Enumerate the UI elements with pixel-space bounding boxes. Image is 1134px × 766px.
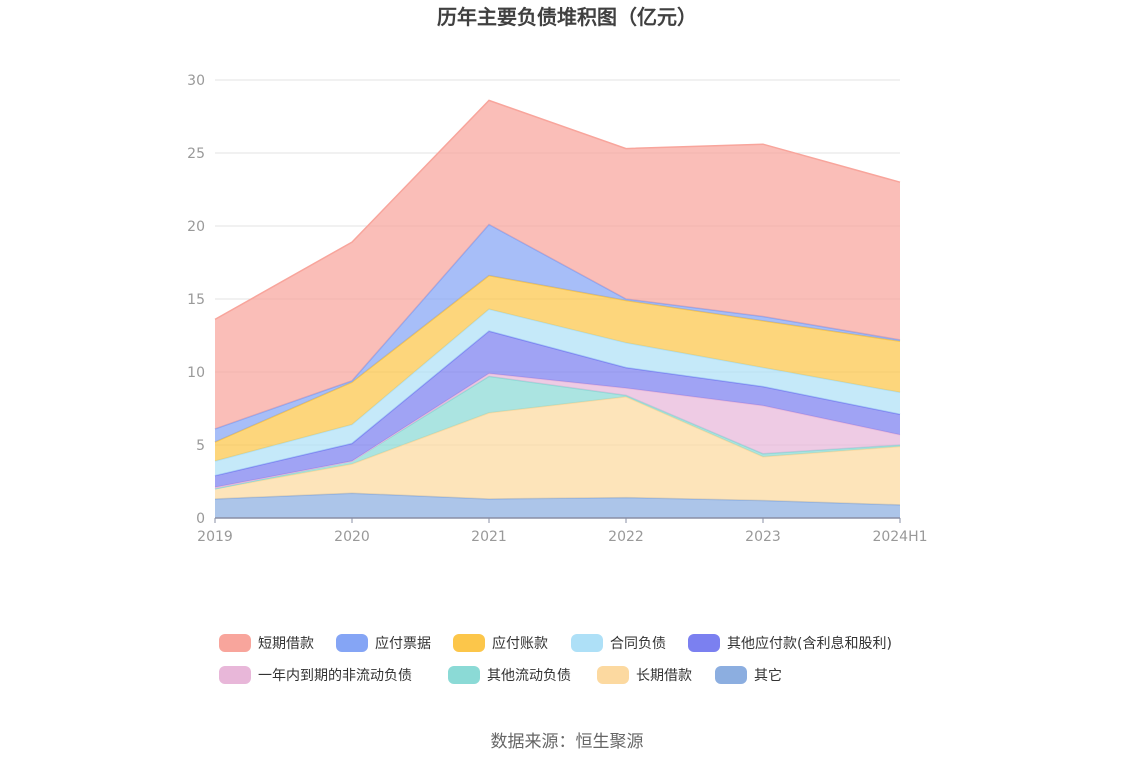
legend-label[interactable]: 其他流动负债 [487,668,571,684]
area-series-6 [215,275,900,462]
legend-swatch[interactable] [219,634,251,652]
legend: 短期借款 应付票据 应付账款 合同负债 其他应付款(含利息和股利) 一年内到期的非流动负债… [219,634,892,684]
area-series-1 [215,396,900,505]
area-series-2 [215,376,900,489]
area-series-7 [215,224,900,443]
y-tick-label: 25 [187,146,205,162]
legend-swatch[interactable] [688,634,720,652]
x-tick-label: 2022 [608,529,644,545]
source-note: 数据来源：恒生聚源 [491,732,644,752]
y-tick-label: 5 [196,438,205,454]
stacked-areas [214,99,901,518]
legend-swatch[interactable] [453,634,485,652]
x-tick-label: 2024H1 [872,529,927,545]
x-tick-label: 2019 [197,529,233,545]
y-tick-label: 10 [187,365,205,381]
area-series-8 [215,100,900,429]
legend-swatch[interactable] [336,634,368,652]
y-tick-label: 30 [187,73,205,89]
area-series-5 [215,309,900,476]
legend-label[interactable]: 一年内到期的非流动负债 [258,668,412,684]
x-tick-label: 2023 [745,529,781,545]
x-tick-label: 2020 [334,529,370,545]
legend-swatch[interactable] [715,666,747,684]
area-series-0 [215,493,900,518]
y-tick-label: 0 [196,511,205,527]
legend-label[interactable]: 长期借款 [636,668,692,684]
chart-title: 历年主要负债堆积图（亿元） [437,5,697,29]
legend-label[interactable]: 合同负债 [610,636,666,652]
legend-swatch[interactable] [597,666,629,684]
area-series-line-8 [214,99,901,321]
legend-label[interactable]: 其它 [754,667,782,684]
legend-label[interactable]: 应付票据 [375,635,431,652]
legend-swatch[interactable] [448,666,480,684]
axes: 2019 2020 2021 2022 2023 2024H1 [197,517,928,545]
y-tick-label: 15 [187,292,205,308]
x-tick-label: 2021 [471,529,507,545]
area-series-3 [215,373,900,489]
legend-label[interactable]: 应付账款 [492,635,548,652]
area-series-4 [215,331,900,488]
y-tick-label: 20 [187,219,205,235]
legend-label[interactable]: 短期借款 [258,636,314,652]
legend-swatch[interactable] [219,666,251,684]
legend-swatch[interactable] [571,634,603,652]
legend-label[interactable]: 其他应付款(含利息和股利) [727,635,892,652]
